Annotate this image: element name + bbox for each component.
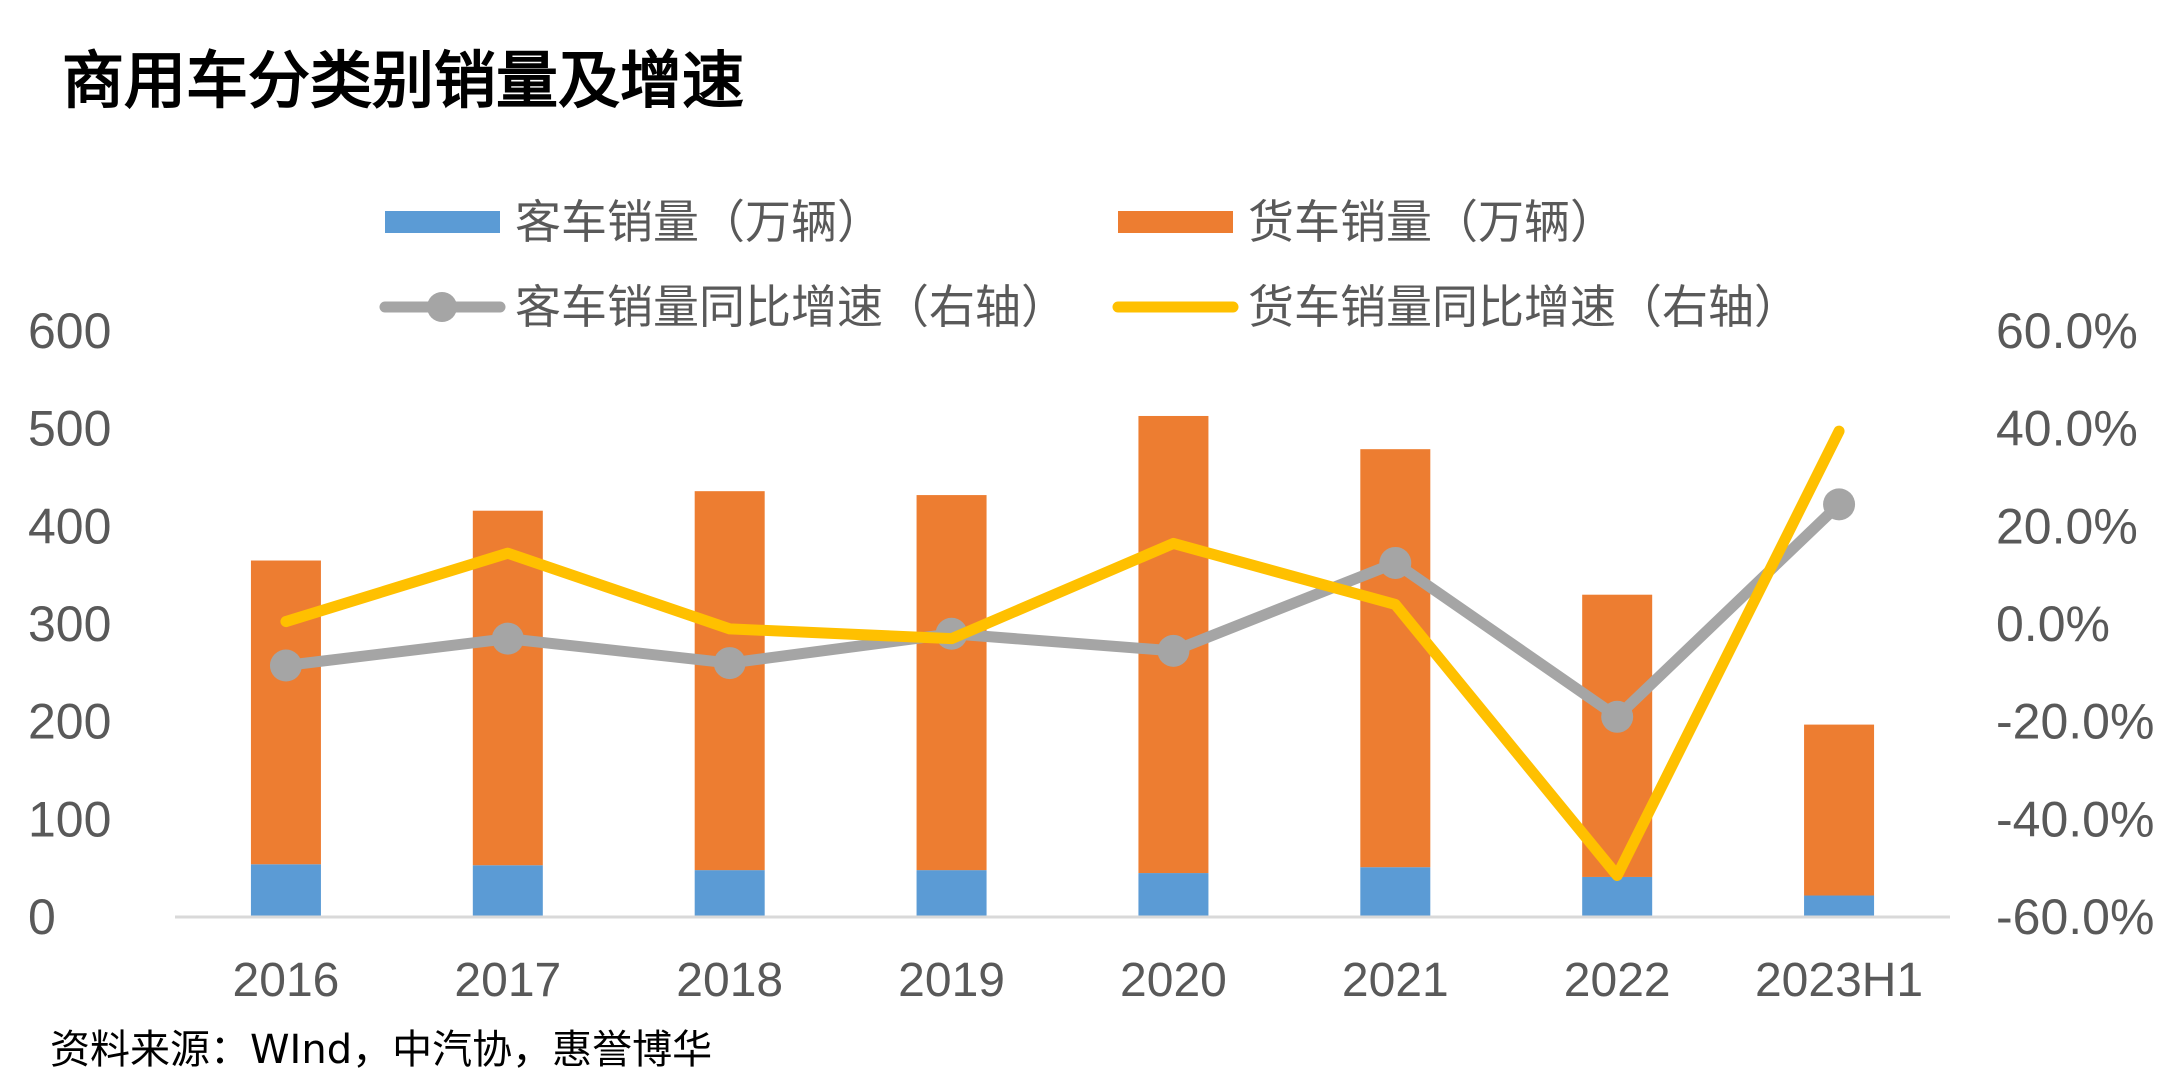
y-left-tick-label: 400 — [28, 498, 111, 554]
truck-sales-bar — [694, 491, 765, 871]
bus-sales-bar — [472, 865, 543, 917]
bus-sales-bar — [916, 870, 987, 917]
source-note: 资料来源：WInd，中汽协，惠誉博华 — [50, 1027, 712, 1073]
truck-sales-bar — [472, 510, 543, 866]
x-tick-label: 2020 — [1120, 954, 1227, 1007]
bus-sales-bar — [1360, 867, 1431, 917]
truck-sales-bar — [250, 560, 321, 865]
y-left-tick-label: 200 — [28, 694, 111, 750]
y-left-tick-label: 500 — [28, 401, 111, 457]
bus-sales-bar — [1582, 876, 1653, 917]
lines — [269, 425, 1856, 881]
bus-growth-point — [491, 622, 524, 655]
right-axis: -60.0% -40.0% -20.0% 0.0% 20.0% 40.0% 60.0% — [1996, 303, 2154, 945]
x-tick-label: 2016 — [233, 954, 340, 1007]
bus-growth-point — [1601, 700, 1634, 733]
legend-item: 货车销量（万辆） — [1118, 195, 1616, 249]
legend-item: 货车销量同比增速（右轴） — [1112, 280, 1800, 334]
truck-growth-line — [280, 425, 1845, 881]
legend-swatch — [1118, 211, 1233, 233]
chart-title: 商用车分类别销量及增速 — [62, 44, 744, 117]
truck-sales-bar — [916, 495, 987, 871]
bars — [250, 415, 1875, 917]
legend-label: 货车销量同比增速（右轴） — [1248, 280, 1800, 334]
bus-growth-point — [1823, 488, 1856, 521]
y-right-tick-label: -20.0% — [1996, 694, 2154, 750]
x-tick-label: 2021 — [1342, 954, 1449, 1007]
legend-swatch — [385, 211, 500, 233]
legend-label: 客车销量同比增速（右轴） — [515, 280, 1067, 334]
bus-growth-point — [269, 649, 302, 682]
truck-sales-bar — [1360, 449, 1431, 868]
x-tick-label: 2017 — [454, 954, 561, 1007]
y-left-tick-label: 100 — [28, 791, 111, 847]
y-left-tick-label: 0 — [28, 889, 56, 945]
x-axis: 2016 2017 2018 2019 2020 2021 2022 2023H1 — [233, 954, 1924, 1007]
left-axis: 0 100 200 300 400 500 600 — [28, 303, 111, 945]
y-right-tick-label: 40.0% — [1996, 401, 2138, 457]
bus-growth-point — [713, 647, 746, 680]
y-right-tick-label: 0.0% — [1996, 596, 2110, 652]
y-left-tick-label: 300 — [28, 596, 111, 652]
bus-sales-bar — [250, 864, 321, 917]
x-tick-label: 2023H1 — [1755, 954, 1923, 1007]
legend-label: 货车销量（万辆） — [1248, 195, 1616, 249]
bus-growth-point — [1157, 634, 1190, 667]
y-right-tick-label: -40.0% — [1996, 791, 2154, 847]
y-right-tick-label: -60.0% — [1996, 889, 2154, 945]
bus-growth-point — [1379, 546, 1412, 579]
bus-sales-bar — [1804, 895, 1875, 917]
legend-label: 客车销量（万辆） — [515, 195, 883, 249]
x-tick-label: 2019 — [898, 954, 1005, 1007]
truck-sales-bar — [1804, 724, 1875, 896]
legend-marker — [427, 292, 457, 322]
x-tick-label: 2018 — [676, 954, 783, 1007]
bus-sales-bar — [1138, 873, 1209, 917]
x-tick-label: 2022 — [1564, 954, 1671, 1007]
y-left-tick-label: 600 — [28, 303, 111, 359]
y-right-tick-label: 60.0% — [1996, 303, 2138, 359]
bus-sales-bar — [694, 870, 765, 917]
legend-item: 客车销量（万辆） — [385, 195, 883, 249]
bus-growth-line — [280, 498, 1845, 723]
legend: 客车销量（万辆） 货车销量（万辆） 客车销量同比增速（右轴） 货车销量同比增速（右轴） — [379, 195, 1800, 334]
legend-item: 客车销量同比增速（右轴） — [379, 280, 1067, 334]
y-right-tick-label: 20.0% — [1996, 498, 2138, 554]
